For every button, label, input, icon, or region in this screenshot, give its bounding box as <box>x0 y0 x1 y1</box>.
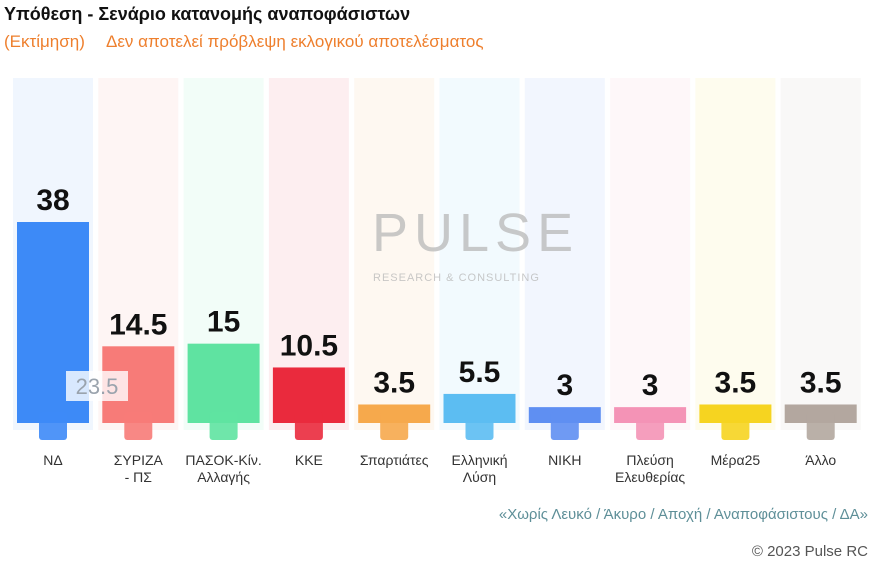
party-logo <box>636 412 665 440</box>
bar <box>187 343 260 423</box>
party-logo <box>550 412 579 440</box>
party-logo <box>294 412 323 440</box>
subtitle-left: (Εκτίμηση) <box>4 32 85 51</box>
column-bg <box>354 78 435 430</box>
value-label: 5.5 <box>459 356 501 389</box>
annotation: 23.5 <box>76 374 119 399</box>
column-bg <box>610 78 691 430</box>
value-label: 14.5 <box>109 308 167 341</box>
party-logo <box>124 412 153 440</box>
value-label: 10.5 <box>280 329 338 362</box>
value-label: 3.5 <box>800 366 842 399</box>
party-logo <box>380 412 409 440</box>
x-tick-label: Ελληνική Λύση <box>451 452 508 485</box>
x-tick-label: ΚΚΕ <box>294 452 323 468</box>
column-bg <box>695 78 776 430</box>
party-logo <box>465 412 494 440</box>
watermark: PULSE <box>372 203 580 263</box>
credit: © 2023 Pulse RC <box>751 543 868 560</box>
chart-title: Υπόθεση - Σενάριο κατανομής αναποφάσιστω… <box>4 4 411 24</box>
value-label: 3 <box>556 369 573 402</box>
x-tick-label: ΝΙΚΗ <box>548 452 582 468</box>
column-bg <box>439 78 520 430</box>
party-logo <box>806 412 835 440</box>
x-tick-label: Άλλο <box>805 452 837 468</box>
x-tick-label: Σπαρτιάτες <box>359 452 429 468</box>
x-tick-label: ΣΥΡΙΖΑ - ΠΣ <box>113 452 163 485</box>
column-bg <box>780 78 861 430</box>
annotation-bg <box>66 371 128 401</box>
watermark-sub: RESEARCH & CONSULTING <box>373 272 540 284</box>
subtitle: Δεν αποτελεί πρόβλεψη εκλογικού αποτελέσ… <box>106 32 484 51</box>
x-tick-label: ΠΑΣΟΚ-Κίν. Αλλαγής <box>185 452 262 485</box>
value-label: 38 <box>36 184 69 217</box>
note: «Χωρίς Λευκό / Άκυρο / Αποχή / Αναποφάσι… <box>498 506 868 523</box>
x-tick-label: Μέρα25 <box>710 452 761 468</box>
value-label: 3 <box>642 369 659 402</box>
party-logo <box>721 412 750 440</box>
column-bg <box>524 78 605 430</box>
x-tick-label: Πλεύση Ελευθερίας <box>615 452 686 485</box>
value-label: 3.5 <box>373 366 415 399</box>
value-label: 15 <box>207 306 240 339</box>
value-label: 3.5 <box>715 366 757 399</box>
x-tick-label: ΝΔ <box>43 452 63 468</box>
party-logo <box>209 412 238 440</box>
party-logo <box>39 412 67 440</box>
